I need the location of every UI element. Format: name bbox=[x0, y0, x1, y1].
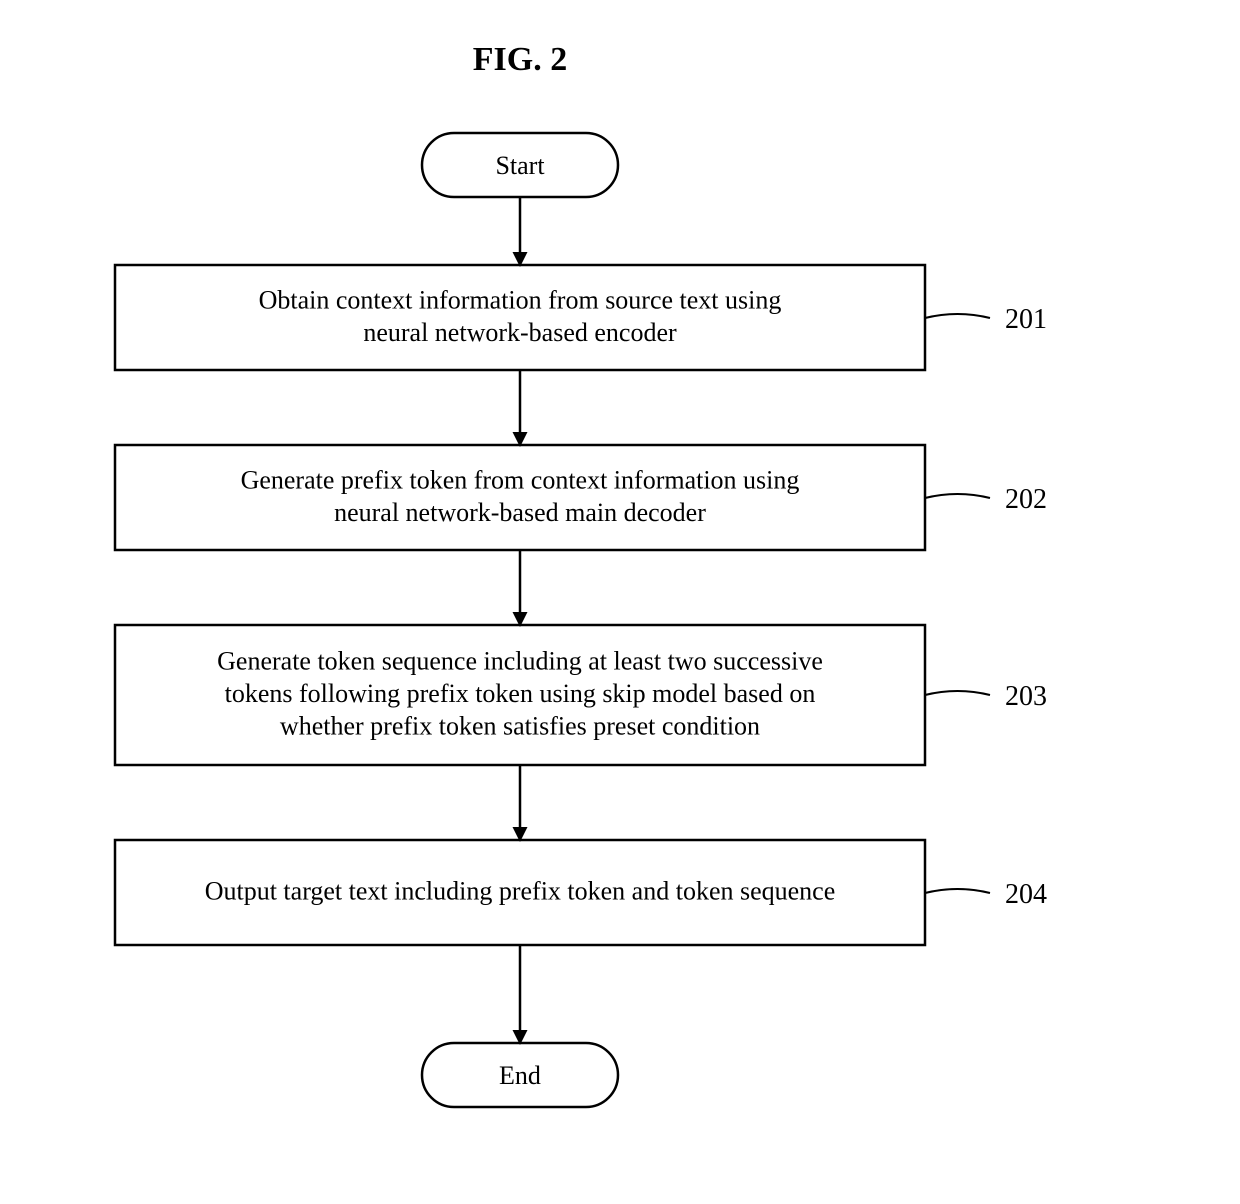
end-label: End bbox=[499, 1061, 541, 1090]
leader-line bbox=[925, 494, 990, 498]
process-step-201: Obtain context information from source t… bbox=[115, 265, 1047, 370]
flowchart-diagram: FIG. 2 Start End Obtain context informati… bbox=[0, 0, 1240, 1204]
figure-title: FIG. 2 bbox=[473, 41, 567, 78]
process-step-202: Generate prefix token from context infor… bbox=[115, 445, 1047, 550]
step-number-label: 202 bbox=[1005, 484, 1047, 515]
process-text-line: Obtain context information from source t… bbox=[259, 285, 782, 314]
process-text-line: Output target text including prefix toke… bbox=[205, 877, 836, 906]
process-text-line: Generate token sequence including at lea… bbox=[217, 647, 823, 676]
process-text-line: neural network-based main decoder bbox=[334, 498, 706, 527]
start-label: Start bbox=[495, 151, 545, 180]
leader-line bbox=[925, 314, 990, 318]
step-number-label: 204 bbox=[1005, 879, 1047, 910]
step-number-label: 203 bbox=[1005, 681, 1047, 712]
leader-line bbox=[925, 889, 990, 893]
process-text-line: Generate prefix token from context infor… bbox=[241, 465, 800, 494]
process-step-203: Generate token sequence including at lea… bbox=[115, 625, 1047, 765]
steps-group: Obtain context information from source t… bbox=[115, 265, 1047, 945]
leader-line bbox=[925, 691, 990, 695]
process-step-204: Output target text including prefix toke… bbox=[115, 840, 1047, 945]
step-number-label: 201 bbox=[1005, 304, 1047, 335]
process-text-line: whether prefix token satisfies preset co… bbox=[280, 712, 760, 741]
process-text-line: tokens following prefix token using skip… bbox=[225, 679, 816, 708]
process-text-line: neural network-based encoder bbox=[363, 318, 677, 347]
